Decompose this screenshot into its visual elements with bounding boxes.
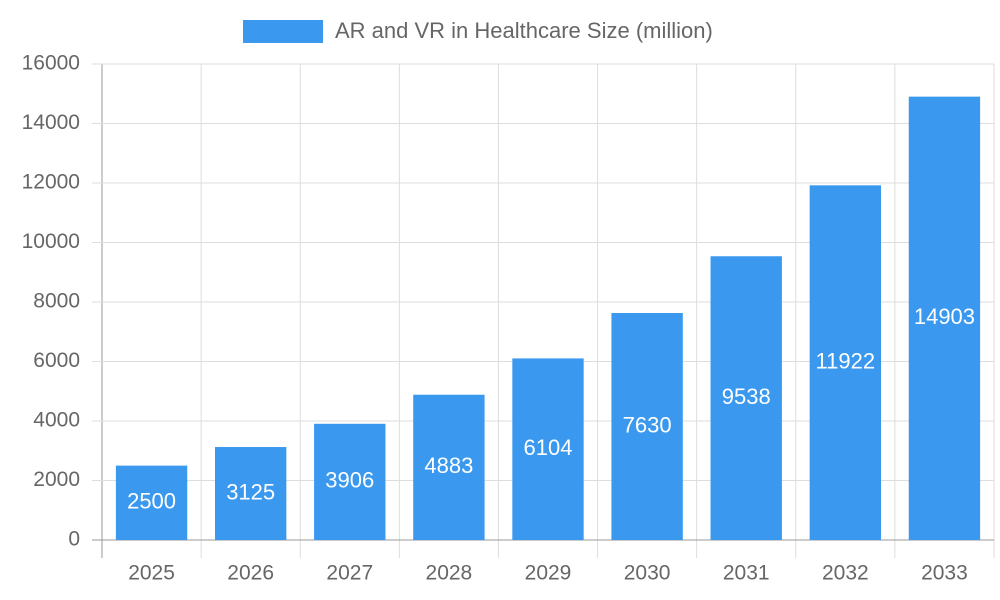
legend-label: AR and VR in Healthcare Size (million) [335,18,713,43]
bar [512,358,584,540]
data-label: 6104 [524,435,573,460]
data-label: 2500 [127,489,176,514]
data-label: 11922 [816,348,876,373]
y-tick-label: 14000 [22,111,80,134]
y-tick-label: 6000 [33,349,80,372]
data-label: 3906 [325,468,374,493]
y-tick-label: 10000 [22,230,80,253]
bar [809,185,882,540]
bar [908,96,981,541]
y-tick-label: 8000 [33,290,80,313]
y-tick-label: 12000 [22,171,80,194]
y-tick-label: 16000 [22,52,80,75]
bar [413,394,485,540]
bar [115,465,188,540]
data-label: 3125 [226,479,275,504]
y-tick-label: 4000 [33,409,80,432]
y-tick-label: 2000 [33,468,80,491]
x-tick-label: 2030 [624,562,671,585]
x-tick-label: 2027 [326,562,373,585]
bar [314,423,386,540]
x-tick-label: 2029 [525,562,572,585]
data-label: 4883 [424,453,473,478]
x-tick-label: 2031 [723,562,770,585]
x-tick-label: 2026 [227,562,274,585]
data-label: 7630 [623,412,672,437]
data-label: 9538 [722,384,771,409]
data-label: 14903 [914,304,975,329]
x-tick-label: 2025 [128,562,175,585]
x-tick-label: 2032 [822,562,869,585]
bar [611,313,683,540]
y-tick-label: 0 [68,528,80,551]
x-tick-label: 2028 [426,562,473,585]
x-tick-label: 2033 [921,562,968,585]
bar [710,256,782,540]
bar [214,447,287,540]
legend-swatch [243,20,323,43]
